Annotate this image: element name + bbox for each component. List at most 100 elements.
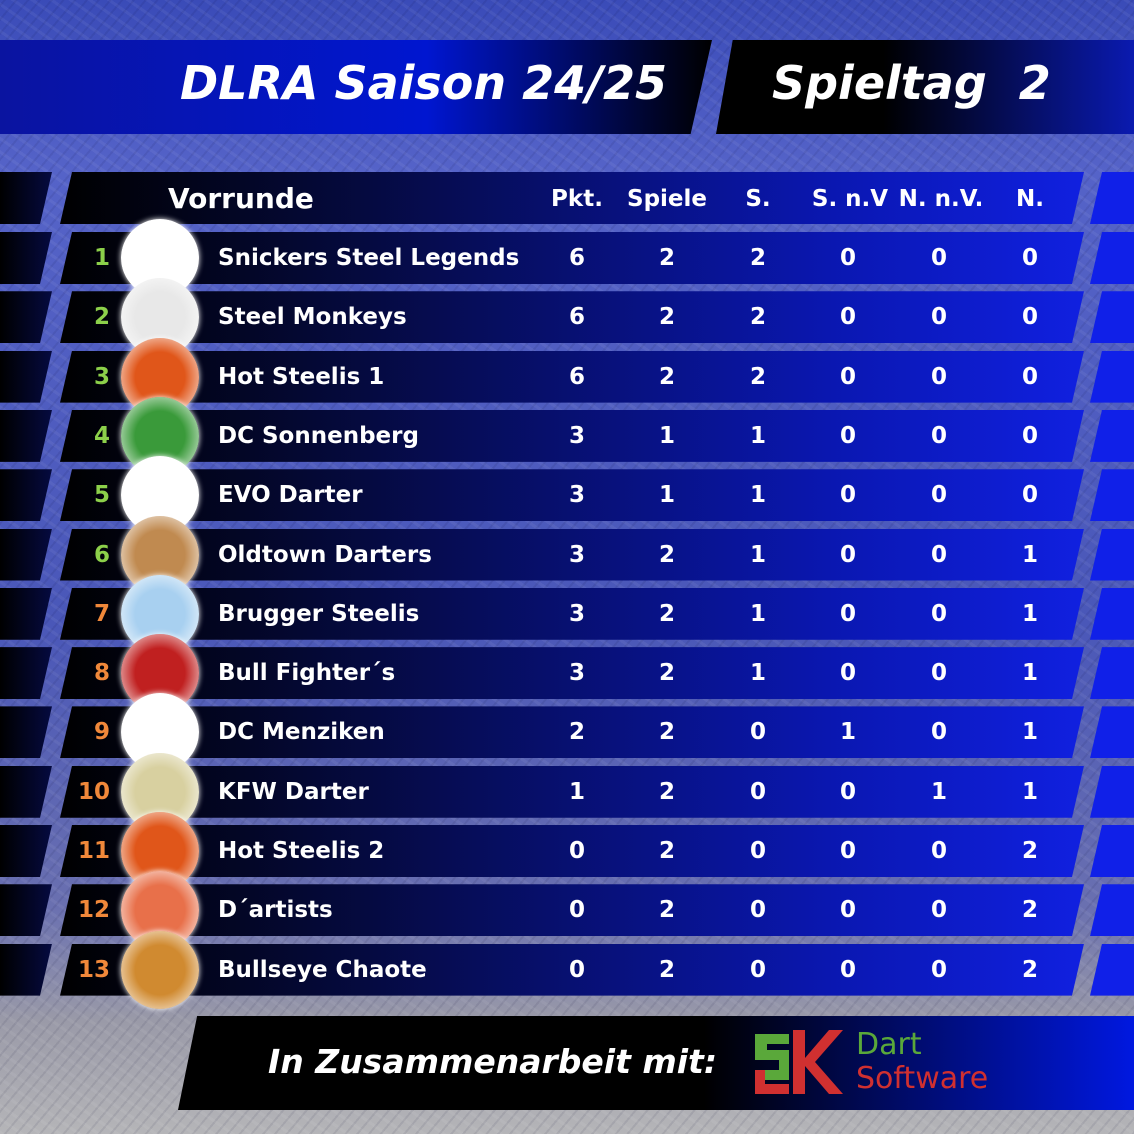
cell-points: 0: [568, 838, 585, 864]
cell-points: 6: [568, 363, 585, 390]
cell-losses: 0: [1021, 304, 1038, 331]
cell-games: 2: [658, 363, 675, 390]
cell-ot-wins: 0: [839, 778, 856, 805]
cell-games: 2: [658, 897, 675, 924]
table-row: 8 Bull Fighter´s 3 2 1 0 0 1: [0, 634, 1134, 713]
cell-games: 2: [658, 245, 675, 271]
table-row: 3 Hot Steelis 1 6 2 2 0 0 0: [0, 337, 1134, 416]
cell-ot-wins: 0: [839, 245, 856, 271]
cell-ot-losses: 0: [930, 363, 947, 390]
cell-points: 6: [568, 304, 585, 331]
cell-ot-wins: 0: [839, 482, 856, 509]
rank: 4: [93, 422, 110, 449]
team-name: EVO Darter: [218, 482, 363, 509]
table-row: 13 Bullseye Chaote 0 2 0 0 0 2: [0, 930, 1134, 1009]
cell-losses: 2: [1021, 897, 1038, 924]
cell-ot-losses: 0: [930, 719, 947, 746]
cell-wins: 2: [749, 245, 766, 271]
table-row: 5 EVO Darter 3 1 1 0 0 0: [0, 456, 1134, 535]
cell-ot-wins: 1: [839, 719, 856, 746]
cell-ot-losses: 0: [930, 541, 947, 568]
cell-losses: 0: [1021, 482, 1038, 509]
rank: 11: [77, 838, 110, 864]
cell-points: 0: [568, 956, 585, 983]
col-header-ot-wins: S. n.V: [811, 186, 889, 212]
team-name: Bull Fighter´s: [218, 660, 396, 687]
table-row: 10 KFW Darter 1 2 0 0 1 1: [0, 752, 1134, 831]
cell-losses: 0: [1021, 363, 1038, 390]
cell-wins: 1: [749, 422, 766, 449]
cell-wins: 0: [749, 778, 766, 805]
cell-wins: 2: [749, 363, 766, 390]
matchday-banner: Spieltag 2: [716, 40, 1134, 134]
cell-ot-wins: 0: [839, 304, 856, 331]
cell-ot-losses: 0: [930, 660, 947, 687]
col-header-wins: S.: [745, 186, 771, 212]
cell-losses: 0: [1021, 245, 1038, 271]
rank: 1: [93, 245, 110, 271]
cell-points: 3: [568, 541, 585, 568]
cell-ot-wins: 0: [839, 660, 856, 687]
table-row: 1 Snickers Steel Legends 6 2 2 0 0 0: [0, 219, 1134, 297]
cell-wins: 0: [749, 838, 766, 864]
cell-losses: 1: [1021, 778, 1038, 805]
cell-losses: 1: [1021, 600, 1038, 627]
cell-ot-losses: 0: [930, 897, 947, 924]
table-row: 9 DC Menziken 2 2 0 1 0 1: [0, 693, 1134, 772]
cell-wins: 1: [749, 482, 766, 509]
rank: 2: [93, 304, 110, 331]
cell-points: 3: [568, 422, 585, 449]
col-header-losses: N.: [1016, 186, 1044, 212]
cell-games: 2: [658, 838, 675, 864]
cell-losses: 1: [1021, 541, 1038, 568]
team-name: Snickers Steel Legends: [218, 245, 520, 271]
cell-games: 2: [658, 600, 675, 627]
cell-games: 1: [658, 422, 675, 449]
team-name: Steel Monkeys: [218, 304, 407, 331]
cell-wins: 1: [749, 600, 766, 627]
cell-wins: 0: [749, 719, 766, 746]
cell-ot-losses: 0: [930, 482, 947, 509]
rank: 13: [77, 956, 110, 983]
footer-text: In Zusammenarbeit mit:: [268, 1042, 718, 1081]
sponsor-line1: Dart: [856, 1027, 922, 1062]
table-row: 2 Steel Monkeys 6 2 2 0 0 0: [0, 278, 1134, 357]
team-name: D´artists: [218, 897, 333, 924]
cell-ot-losses: 0: [930, 956, 947, 983]
table-row: 6 Oldtown Darters 3 2 1 0 0 1: [0, 515, 1134, 594]
cell-wins: 2: [749, 304, 766, 331]
cell-wins: 0: [749, 897, 766, 924]
rank: 8: [93, 660, 110, 687]
cell-games: 2: [658, 304, 675, 331]
cell-games: 2: [658, 719, 675, 746]
cell-losses: 2: [1021, 956, 1038, 983]
cell-games: 2: [658, 660, 675, 687]
cell-games: 2: [658, 541, 675, 568]
cell-losses: 1: [1021, 719, 1038, 746]
table-row: 4 DC Sonnenberg 3 1 1 0 0 0: [0, 396, 1134, 475]
cell-ot-losses: 0: [930, 245, 947, 271]
cell-games: 2: [658, 956, 675, 983]
season-title: DLRA Saison 24/25: [179, 56, 667, 110]
cell-losses: 1: [1021, 660, 1038, 687]
team-logo-icon: [121, 930, 199, 1009]
cell-ot-losses: 0: [930, 600, 947, 627]
rank: 9: [93, 719, 110, 746]
cell-ot-wins: 0: [839, 600, 856, 627]
col-header-ot-losses: N. n.V.: [898, 186, 984, 212]
team-name: Bullseye Chaote: [218, 956, 427, 983]
cell-losses: 2: [1021, 838, 1038, 864]
table-row: 7 Brugger Steelis 3 2 1 0 0 1: [0, 574, 1134, 653]
matchday-title: Spieltag 2: [772, 56, 1051, 110]
cell-ot-losses: 0: [930, 838, 947, 864]
season-banner: DLRA Saison 24/25: [0, 40, 712, 134]
cell-points: 0: [568, 897, 585, 924]
cell-ot-losses: 0: [930, 422, 947, 449]
cell-games: 1: [658, 482, 675, 509]
team-name: KFW Darter: [218, 778, 369, 805]
cell-losses: 0: [1021, 422, 1038, 449]
rank: 5: [93, 482, 110, 509]
team-name: Hot Steelis 2: [218, 838, 385, 864]
team-name: DC Menziken: [218, 719, 385, 746]
rank: 3: [93, 363, 110, 390]
